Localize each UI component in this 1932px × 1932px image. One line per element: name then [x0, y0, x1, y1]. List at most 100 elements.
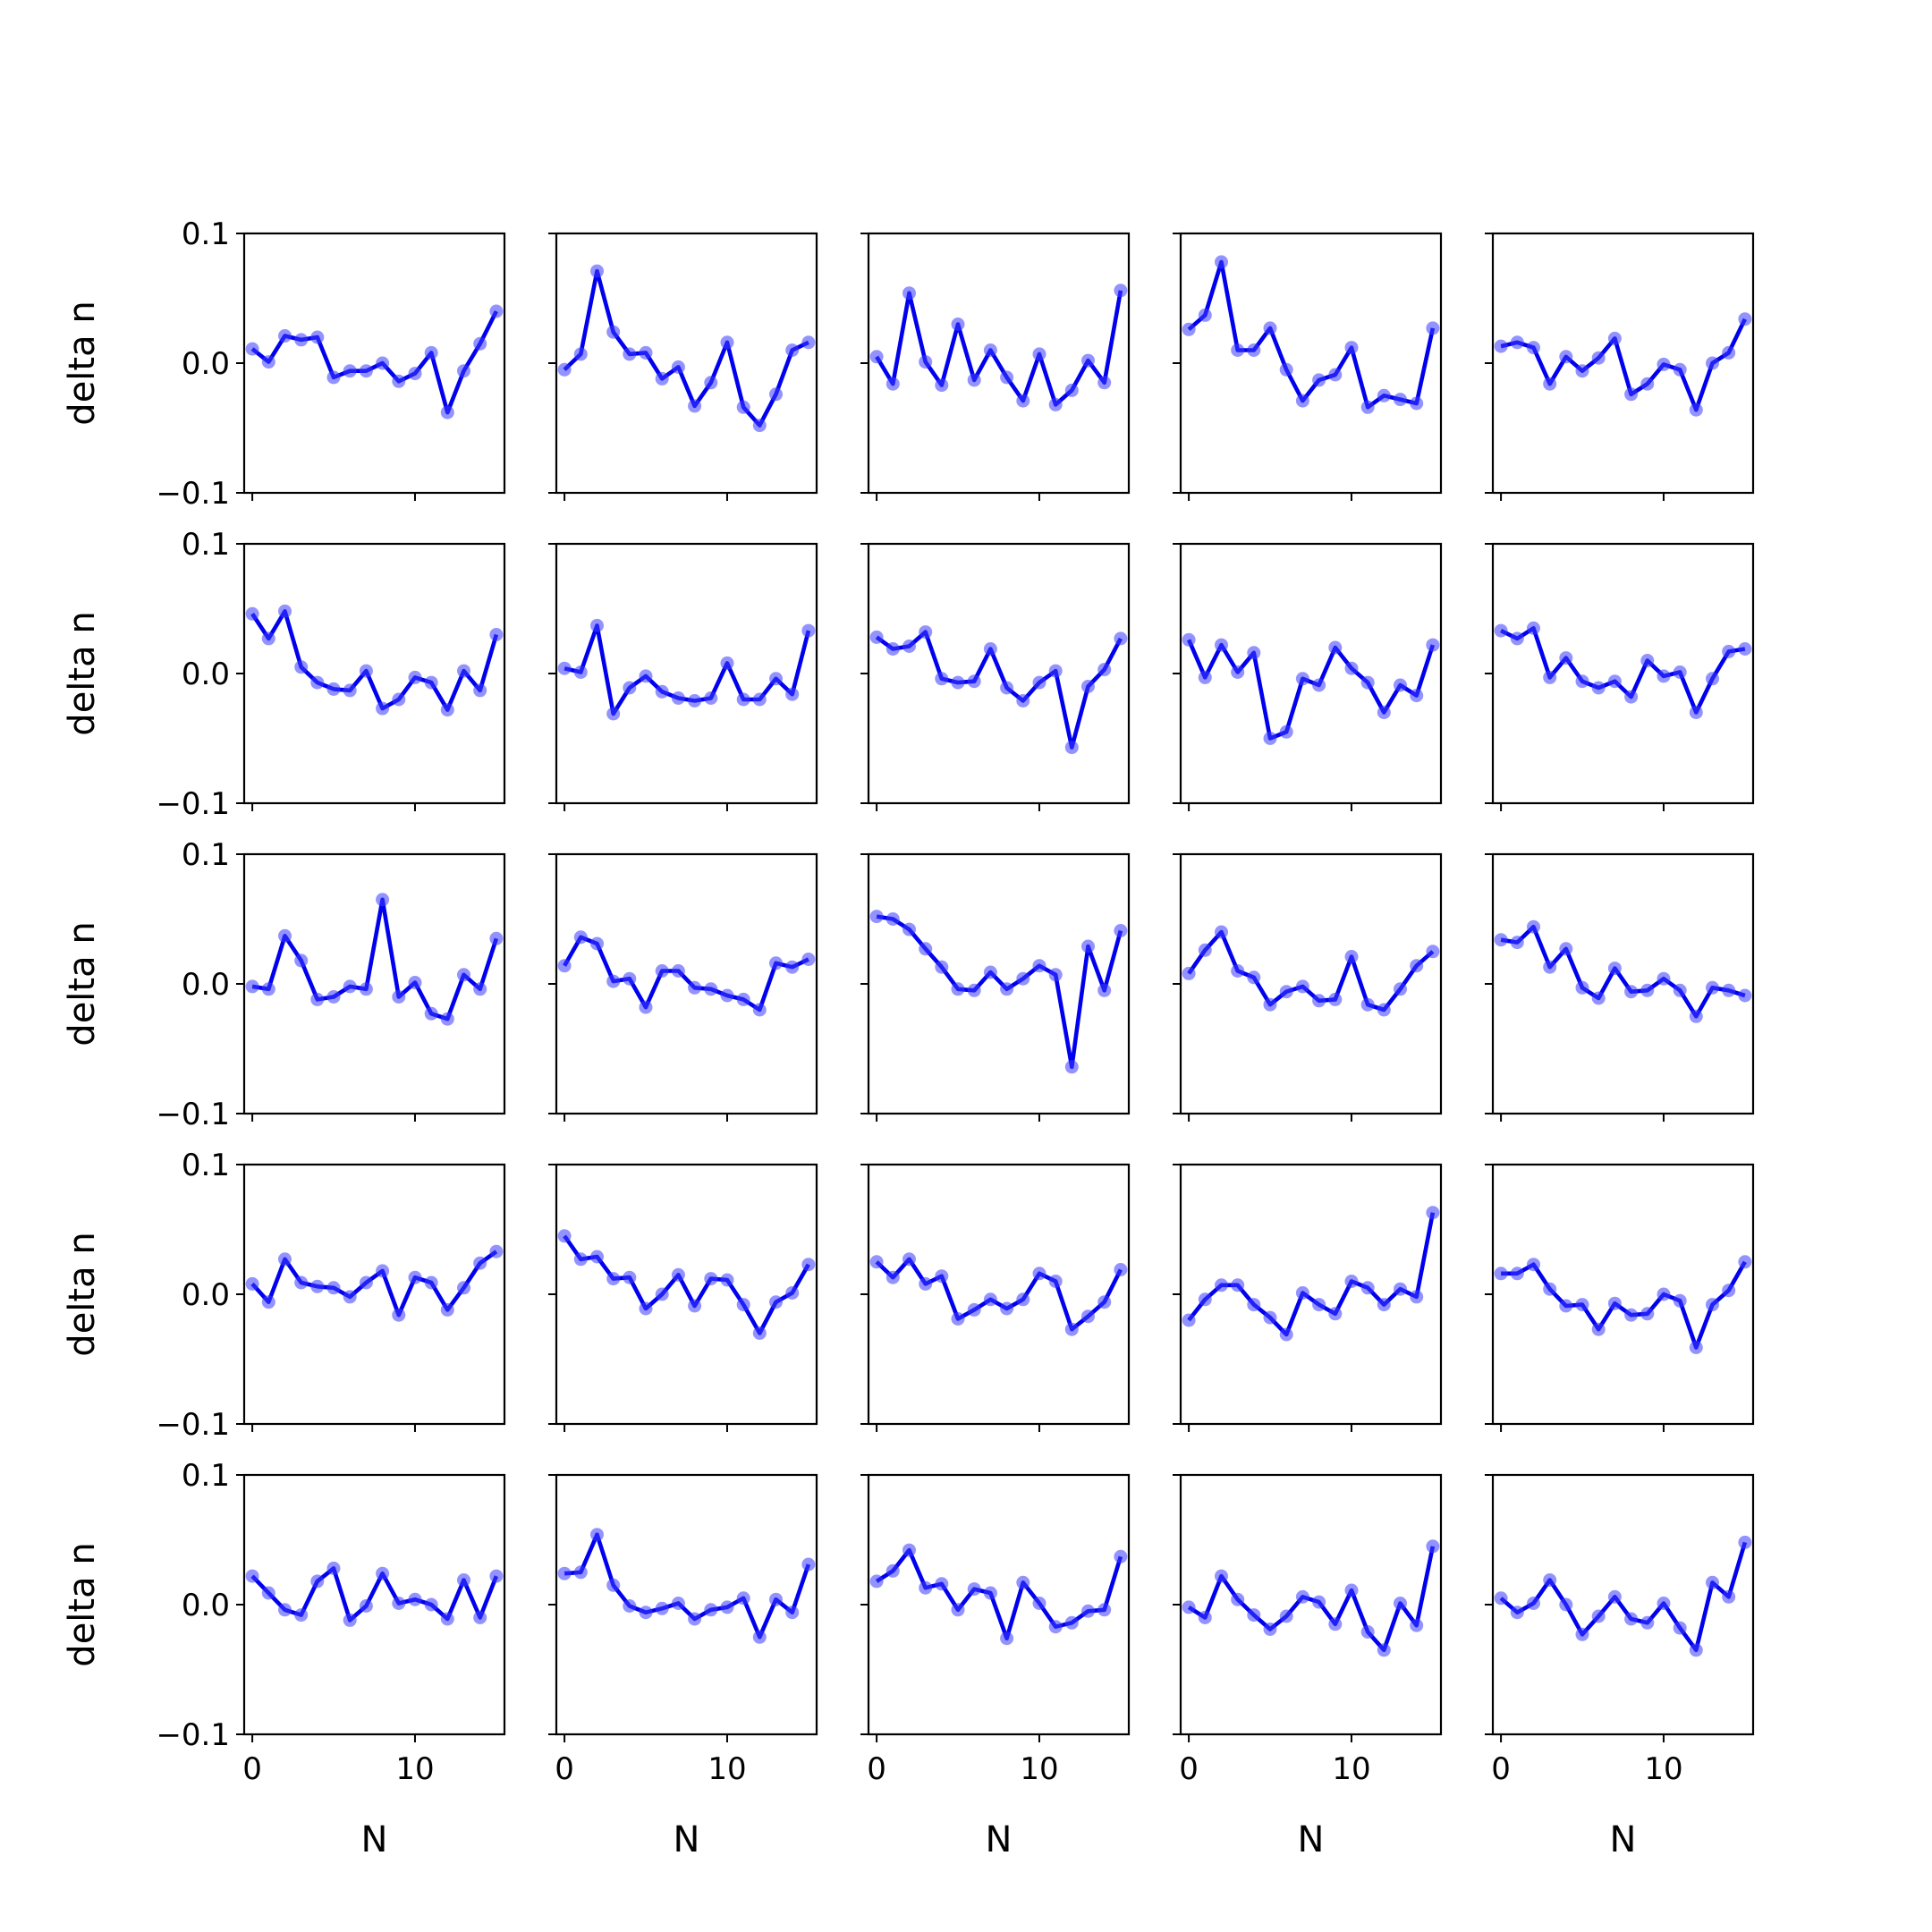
data-point [1410, 689, 1424, 703]
data-point [1231, 343, 1245, 357]
data-point [1410, 1290, 1424, 1304]
data-point [1738, 1255, 1752, 1269]
data-point [1640, 377, 1655, 391]
data-point [752, 419, 767, 433]
y-tick-label: 0.1 [182, 837, 230, 873]
data-point [967, 1582, 981, 1597]
data-point [1591, 1609, 1606, 1623]
data-point [1426, 1539, 1440, 1554]
data-point [245, 342, 259, 356]
data-point [1263, 1310, 1277, 1325]
data-point [606, 707, 621, 721]
data-point [326, 990, 341, 1004]
data-point [1591, 681, 1606, 695]
axes-frame [867, 852, 1131, 1115]
y-tick-label: −0.1 [156, 1097, 230, 1132]
data-point [671, 360, 685, 374]
data-point [720, 1273, 734, 1287]
data-point [408, 1270, 422, 1284]
x-axis-label: N [674, 1819, 700, 1860]
data-point [261, 1295, 275, 1309]
data-point [1559, 350, 1573, 364]
data-point [769, 1592, 783, 1606]
series-line [1501, 1260, 1747, 1350]
data-point [1215, 255, 1228, 269]
series-line [1187, 1212, 1436, 1337]
data-point [1640, 654, 1655, 667]
data-point [1312, 1595, 1326, 1609]
panel-r2-c4 [1173, 542, 1443, 811]
data-point [1689, 1009, 1703, 1023]
panel-r3-c3 [860, 852, 1131, 1122]
data-point [1328, 640, 1343, 655]
data-point [902, 1252, 916, 1267]
data-point [440, 703, 454, 717]
data-point [688, 399, 702, 413]
data-point [688, 980, 702, 995]
data-point [655, 684, 669, 699]
data-point [489, 931, 504, 945]
data-point [1344, 661, 1359, 675]
series-line [1187, 259, 1436, 410]
data-point [1097, 1295, 1112, 1309]
data-point [1510, 335, 1524, 350]
data-point [639, 345, 653, 360]
data-point [902, 1543, 916, 1557]
data-point [1624, 1612, 1639, 1626]
data-point [1048, 397, 1063, 411]
data-point [1377, 1003, 1391, 1017]
data-point [261, 1586, 275, 1600]
data-point [1657, 669, 1671, 683]
data-point [1064, 1322, 1079, 1336]
data-point [1215, 1278, 1228, 1292]
data-point [639, 1000, 653, 1014]
data-point [278, 1252, 292, 1267]
data-point [736, 692, 750, 707]
y-axis-label: delta n [62, 1232, 103, 1356]
data-point [1706, 1298, 1719, 1312]
data-point [688, 1299, 702, 1313]
data-point [951, 675, 965, 690]
data-point [1527, 341, 1540, 355]
data-point [1182, 1600, 1196, 1614]
y-tick-label: 0.1 [182, 527, 230, 563]
panel-r5-c1: 0.1 0.0 −0.1 0 10 delta n N [62, 1458, 506, 1860]
data-point [392, 1597, 406, 1610]
data-point [294, 953, 309, 968]
data-point [1016, 1292, 1030, 1307]
data-point [1607, 962, 1622, 976]
y-axis-label: delta n [62, 921, 103, 1046]
data-point [1706, 1575, 1719, 1589]
data-point [720, 656, 734, 670]
data-point [1097, 1603, 1112, 1617]
data-point [1328, 1307, 1343, 1321]
data-point [1624, 387, 1639, 402]
data-point [1032, 959, 1046, 973]
series-line [1500, 318, 1747, 412]
data-point [1657, 1597, 1671, 1610]
series-line [875, 1257, 1123, 1332]
data-point [886, 377, 900, 391]
series-line [875, 630, 1123, 750]
data-point [1624, 690, 1639, 704]
data-point [573, 1252, 588, 1267]
x-tick-label: 0 [867, 1751, 886, 1787]
data-point [359, 364, 373, 378]
data-point [1543, 670, 1557, 684]
data-point [557, 1229, 572, 1243]
data-point [704, 982, 718, 996]
data-point [1591, 351, 1606, 365]
panel-r2-c1: 0.1 0.0 −0.1 delta n [62, 527, 506, 822]
data-point [1016, 971, 1030, 986]
data-point [278, 604, 292, 618]
data-point [606, 1578, 621, 1592]
data-point [1081, 1309, 1095, 1324]
data-point [1295, 979, 1309, 994]
data-point [1032, 1597, 1046, 1610]
data-point [440, 1612, 454, 1626]
data-point [1198, 1611, 1212, 1624]
panel-r1-c1: 0.1 0.0 −0.1 delta n [62, 216, 506, 512]
data-point [1215, 638, 1228, 652]
data-point [1494, 933, 1508, 947]
data-point [1738, 1535, 1752, 1549]
